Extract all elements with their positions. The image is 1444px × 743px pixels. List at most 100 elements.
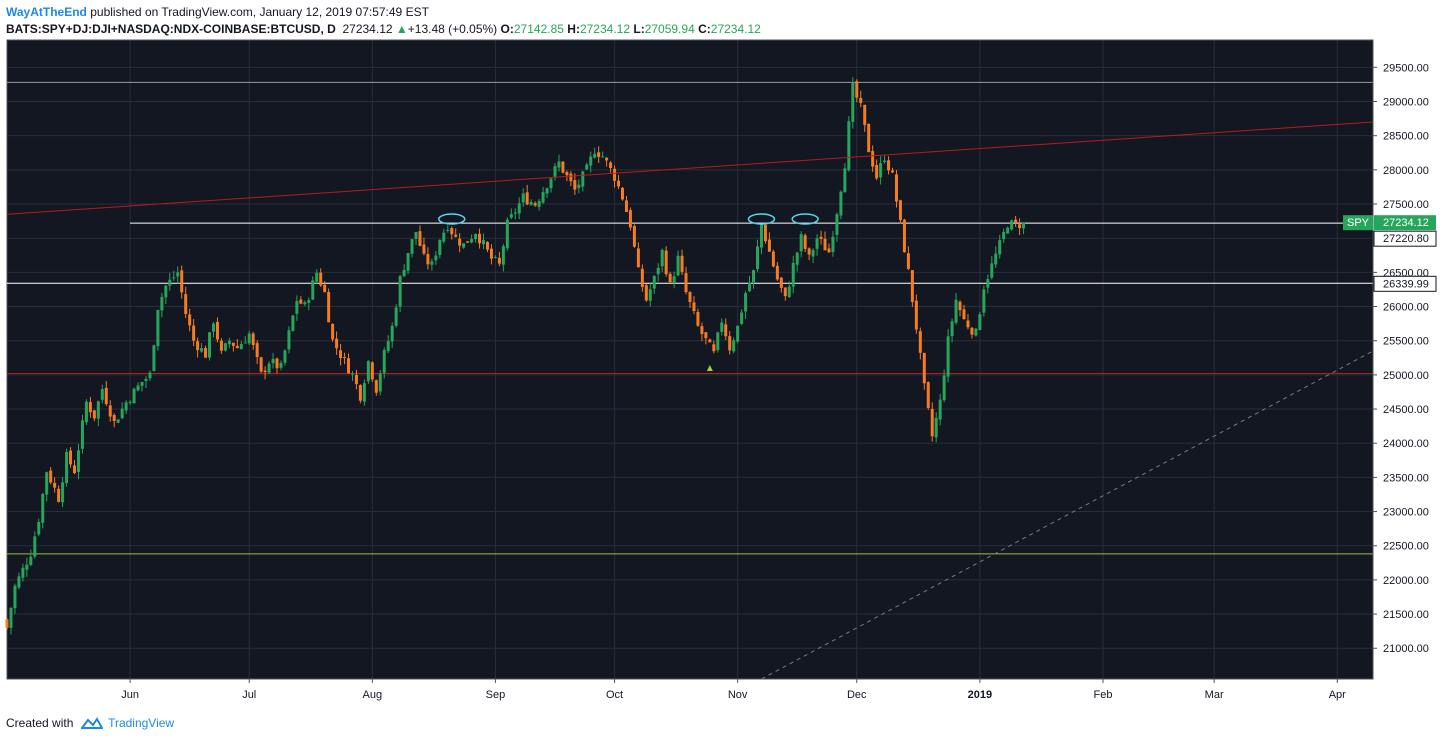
candle-body — [894, 174, 898, 202]
candle-body — [53, 482, 57, 488]
candle-body — [406, 252, 410, 271]
candle-body — [382, 350, 386, 373]
candle-body — [831, 236, 835, 252]
candle-body — [493, 256, 497, 258]
candle-body — [49, 470, 53, 483]
y-tick-label: 24500.00 — [1383, 404, 1429, 416]
triangle-marker-icon — [706, 365, 713, 372]
author-link[interactable]: WayAtTheEnd — [6, 5, 87, 19]
candle-body — [990, 263, 994, 278]
candle-body — [509, 214, 513, 218]
candle-body — [196, 341, 200, 351]
y-axis[interactable]: 29500.00 29000.00 28500.00 28000.00 27500.00… — [1372, 40, 1429, 679]
candle-body — [1018, 224, 1022, 229]
candle-body — [803, 235, 807, 249]
candle-body — [827, 248, 831, 253]
candle-body — [418, 231, 422, 246]
candle-body — [712, 344, 716, 352]
candle-body — [5, 619, 9, 628]
candle-body — [275, 358, 279, 369]
candle-body — [513, 212, 517, 214]
plot-background — [7, 40, 1373, 679]
candle-body — [466, 241, 470, 243]
candle-body — [208, 332, 212, 358]
candle-body — [688, 291, 692, 303]
candle-body — [450, 228, 454, 235]
tradingview-logo-icon — [80, 717, 103, 729]
y-tick-label: 26000.00 — [1383, 302, 1429, 314]
trendline — [6, 121, 1374, 215]
ohlc-line: BATS:SPY+DJ:DJI+NASDAQ:NDX-COINBASE:BTCU… — [6, 22, 761, 36]
candle-body — [13, 585, 17, 609]
candle-body — [267, 363, 271, 373]
candle-body — [362, 383, 366, 402]
candle-body — [1006, 227, 1010, 234]
x-tick-label: Feb — [1093, 689, 1112, 701]
candle-body — [303, 302, 307, 305]
candle-body — [617, 180, 621, 187]
candle-body — [958, 301, 962, 311]
x-tick-label: Dec — [847, 689, 867, 701]
candle-body — [29, 556, 33, 565]
candle-body — [863, 104, 867, 126]
y-tick-label: 24000.00 — [1383, 438, 1429, 450]
candle-body — [696, 312, 700, 326]
candle-body — [982, 289, 986, 313]
candle-body — [807, 248, 811, 255]
tradingview-link[interactable]: TradingView — [108, 716, 175, 730]
candle-body — [609, 162, 613, 169]
candle-body — [883, 160, 887, 163]
level-price-tag — [1373, 230, 1437, 247]
candle-body — [891, 170, 895, 173]
x-axis[interactable]: Jun Jul Aug Sep Oct Nov Dec 2019 Feb Mar Apr — [7, 678, 1373, 701]
y-tick-label: 21000.00 — [1383, 643, 1429, 655]
candle-body — [720, 322, 724, 332]
candle-body — [934, 417, 938, 438]
candle-body — [172, 277, 176, 279]
candle-body — [791, 262, 795, 287]
open-value: 27142.85 — [513, 22, 564, 36]
candle-body — [116, 419, 120, 423]
candle-body — [482, 240, 486, 245]
candles — [5, 77, 1026, 635]
candle-body — [398, 276, 402, 307]
candle-body — [223, 343, 227, 351]
candle-body — [700, 326, 704, 334]
candle-body — [438, 239, 442, 255]
candle-body — [92, 410, 96, 419]
candle-body — [188, 314, 192, 326]
candle-body — [69, 450, 73, 465]
candle-body — [243, 342, 247, 344]
y-tick-label: 23000.00 — [1383, 507, 1429, 519]
candle-body — [1022, 222, 1026, 229]
candle-body — [184, 294, 188, 315]
candle-body — [61, 482, 65, 503]
candle-body — [446, 229, 450, 231]
y-tick-label: 25500.00 — [1383, 336, 1429, 348]
y-tick-label: 22500.00 — [1383, 541, 1429, 553]
candle-body — [128, 401, 132, 403]
candle-body — [120, 408, 124, 419]
candle-body — [926, 382, 930, 408]
candle-body — [112, 415, 116, 421]
candle-body — [343, 356, 347, 358]
candle-body — [561, 161, 565, 173]
x-tick-label: Mar — [1205, 689, 1224, 701]
candle-body — [966, 320, 970, 328]
candle-body — [668, 273, 672, 283]
candle-body — [251, 333, 255, 345]
candle-body — [255, 343, 259, 357]
y-tick-label: 21500.00 — [1383, 609, 1429, 621]
candle-body — [168, 279, 172, 286]
candle-body — [918, 331, 922, 353]
candle-body — [366, 360, 370, 382]
candle-body — [692, 302, 696, 312]
candle-body — [704, 332, 708, 339]
candle-body — [875, 165, 879, 179]
candle-body — [263, 370, 267, 373]
candle-body — [736, 325, 740, 342]
candle-body — [954, 299, 958, 323]
candle-body — [410, 239, 414, 254]
candle-body — [942, 375, 946, 401]
